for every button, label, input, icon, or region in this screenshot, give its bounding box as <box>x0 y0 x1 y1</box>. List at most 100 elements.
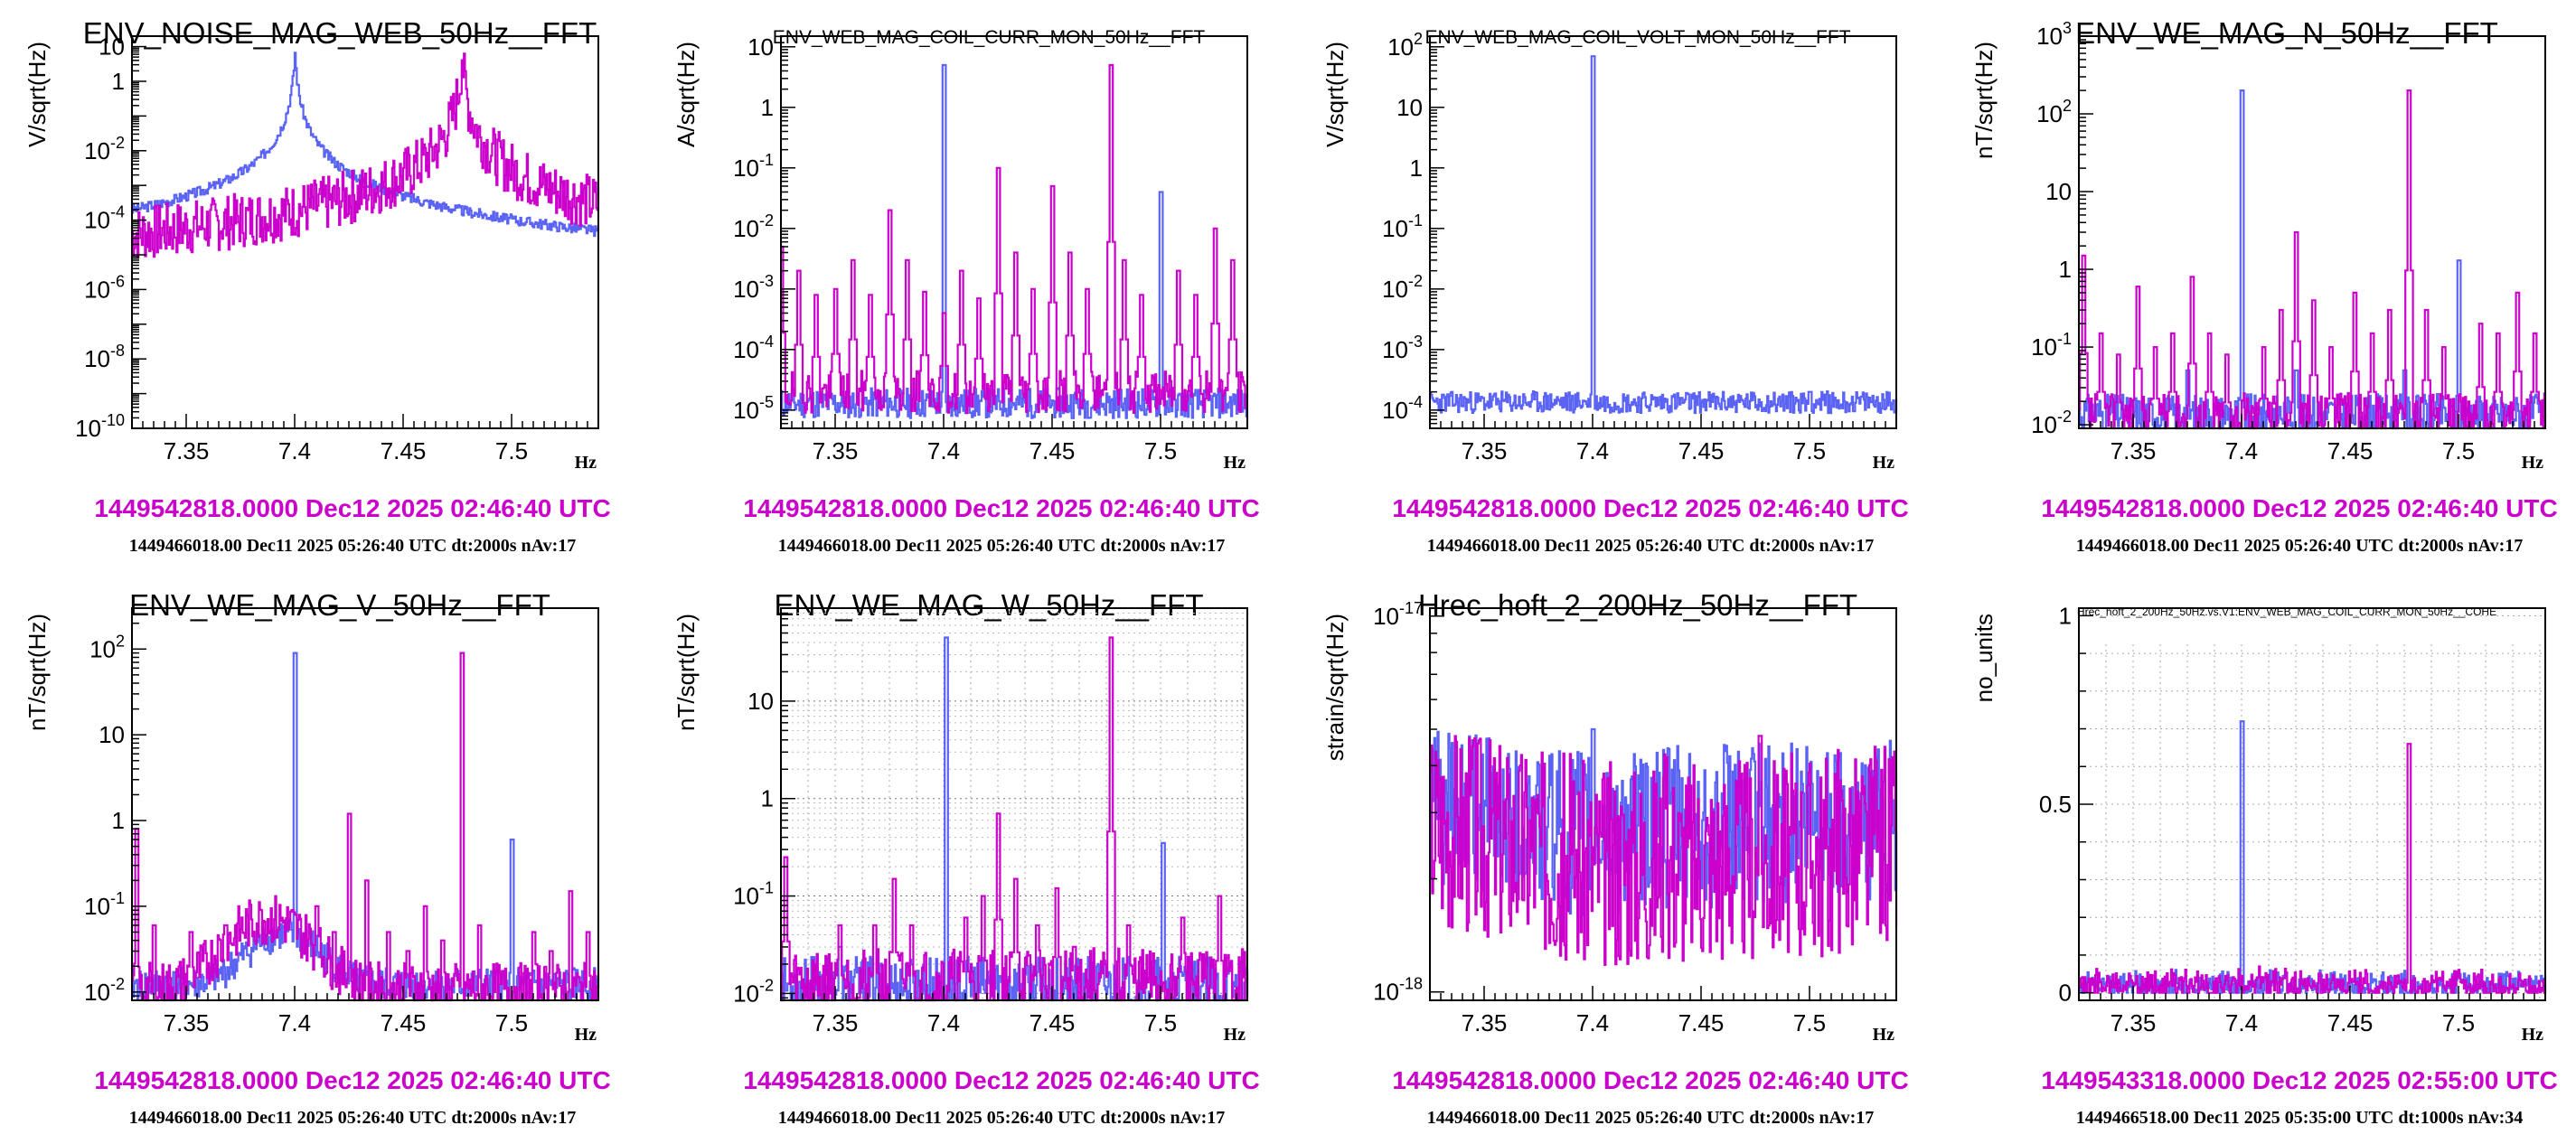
y-axis-label: nT/sqrt(Hz) <box>672 614 700 731</box>
series-current-line <box>2079 89 2547 430</box>
y-axis-label: A/sqrt(Hz) <box>672 42 700 147</box>
y-tick-label: 10-2 <box>84 134 125 164</box>
y-tick-label: 1 <box>2059 256 2072 283</box>
chart-title: ENV_NOISE_MAG_WEB_50Hz__FFT <box>83 16 597 50</box>
x-tick-label: 7.35 <box>813 437 859 464</box>
chart-title: ENV_WE_MAG_V_50Hz__FFT <box>129 588 550 622</box>
plot-frame <box>131 607 599 1001</box>
x-tick-label: 7.35 <box>1462 1009 1508 1036</box>
x-tick-label: 7.5 <box>1144 1009 1177 1036</box>
chart-svg: Hrec_hoft_2_200Hz_50Hz__FFT 7.35 7.4 7.45 7.… <box>1321 588 1909 1128</box>
chart-panel: ENV_NOISE_MAG_WEB_50Hz__FFT 7.35 7.4 7.45 7.… <box>0 0 644 572</box>
chart-svg: Hrec_hoft_2_200Hz_50Hz.vs.V1:ENV_WEB_MAG… <box>1970 602 2558 1128</box>
x-tick-label: 7.45 <box>381 437 427 464</box>
chart-svg: ENV_WE_MAG_V_50Hz__FFT 7.35 7.4 7.45 7.5 Hz 10… <box>24 588 611 1128</box>
x-tick-label: 7.45 <box>1678 1009 1725 1036</box>
y-tick-label: 10-2 <box>2031 408 2072 438</box>
y-tick-label: 102 <box>2036 97 2072 127</box>
chart-title: Hrec_hoft_2_200Hz_50Hz__FFT <box>1418 588 1857 622</box>
reference-info: 1449466018.00 Dec11 2025 05:26:40 UTC dt… <box>129 1108 577 1128</box>
x-axis-label: Hz <box>2522 453 2544 473</box>
chart-svg: ENV_WEB_MAG_COIL_VOLT_MON_50Hz__FFT 7.35 7… <box>1321 27 1909 556</box>
y-tick-label: 10-1 <box>84 889 125 920</box>
y-tick-label: 10 <box>1396 94 1423 121</box>
y-tick-label: 1 <box>112 68 125 95</box>
y-tick-label: 10-8 <box>84 342 125 372</box>
x-tick-label: 7.35 <box>2111 1009 2157 1036</box>
x-axis-label: Hz <box>575 1025 597 1045</box>
x-tick-label: 7.5 <box>2442 437 2475 464</box>
y-tick-label: 10-18 <box>1373 975 1423 1006</box>
y-axis-label: no_units <box>1970 614 1998 702</box>
y-tick-label: 10-4 <box>84 203 125 234</box>
y-tick-label: 0.5 <box>2039 791 2072 818</box>
series-reference-line <box>1430 55 1898 415</box>
chart-title: ENV_WE_MAG_W_50Hz__FFT <box>775 588 1204 622</box>
x-tick-label: 7.35 <box>813 1009 859 1036</box>
timestamp: 1449542818.0000 Dec12 2025 02:46:40 UTC <box>94 494 610 522</box>
chart-svg: ENV_WE_MAG_W_50Hz__FFT 7.35 7.4 7.45 7.5 Hz 10… <box>672 588 1260 1128</box>
chart-svg: ENV_NOISE_MAG_WEB_50Hz__FFT 7.35 7.4 7.45 7.… <box>24 16 611 556</box>
series-current-line <box>132 652 600 1002</box>
y-tick-label: 10-1 <box>733 879 774 910</box>
x-tick-label: 7.35 <box>164 437 210 464</box>
y-tick-label: 10-2 <box>84 975 125 1006</box>
y-tick-label: 10-5 <box>733 393 774 424</box>
chart-panel: Hrec_hoft_2_200Hz_50Hz__FFT 7.35 7.4 7.45 7.… <box>1298 572 1941 1144</box>
x-tick-label: 7.5 <box>1793 1009 1826 1036</box>
chart-panel: Hrec_hoft_2_200Hz_50Hz.vs.V1:ENV_WEB_MAG… <box>1947 572 2576 1144</box>
x-axis-label: Hz <box>1224 1025 1246 1045</box>
y-tick-label: 10-2 <box>733 211 774 242</box>
x-tick-label: 7.35 <box>2111 437 2157 464</box>
x-tick-label: 7.4 <box>2225 1009 2258 1036</box>
y-tick-label: 1 <box>1410 155 1423 182</box>
timestamp: 1449543318.0000 Dec12 2025 02:55:00 UTC <box>2041 1066 2557 1094</box>
x-tick-label: 7.35 <box>164 1009 210 1036</box>
y-axis-label: V/sqrt(Hz) <box>24 42 51 147</box>
chart-panel: ENV_WEB_MAG_COIL_VOLT_MON_50Hz__FFT 7.35 7… <box>1298 0 1941 572</box>
y-tick-label: 10 <box>99 33 125 61</box>
series-current-line <box>781 63 1249 415</box>
chart-panel: ENV_WEB_MAG_COIL_CURR_MON_50Hz__FFT 7.35 7… <box>649 0 1293 572</box>
plot-frame <box>1429 35 1897 429</box>
y-tick-label: 10 <box>2045 178 2072 205</box>
x-axis-label: Hz <box>1873 453 1895 473</box>
x-tick-label: 7.5 <box>495 437 528 464</box>
y-axis-label: V/sqrt(Hz) <box>1321 42 1349 147</box>
x-tick-label: 7.45 <box>1678 437 1725 464</box>
x-tick-label: 7.4 <box>278 437 311 464</box>
y-tick-label: 10-1 <box>2031 330 2072 361</box>
y-tick-label: 1 <box>2059 602 2072 629</box>
reference-info: 1449466018.00 Dec11 2025 05:26:40 UTC dt… <box>129 536 577 556</box>
x-tick-label: 7.35 <box>1462 437 1508 464</box>
series-reference-line <box>781 63 1249 419</box>
reference-info: 1449466018.00 Dec11 2025 05:26:40 UTC dt… <box>1427 536 1875 556</box>
y-tick-label: 10-3 <box>733 272 774 303</box>
y-axis-label: nT/sqrt(Hz) <box>1970 42 1998 159</box>
chart-title: ENV_WE_MAG_N_50Hz__FFT <box>2075 16 2498 50</box>
x-tick-label: 7.5 <box>2442 1009 2475 1036</box>
x-axis-label: Hz <box>2522 1025 2544 1045</box>
y-tick-label: 0 <box>2059 980 2072 1007</box>
y-tick-label: 1 <box>112 807 125 834</box>
plot-frame <box>1429 607 1897 1001</box>
x-tick-label: 7.5 <box>1793 437 1826 464</box>
timestamp: 1449542818.0000 Dec12 2025 02:46:40 UTC <box>743 494 1259 522</box>
x-tick-label: 7.4 <box>927 437 960 464</box>
x-tick-label: 7.4 <box>927 1009 960 1036</box>
y-tick-label: 10-2 <box>1382 272 1423 303</box>
plot-frame <box>780 607 1248 1001</box>
chart-panel: ENV_WE_MAG_W_50Hz__FFT 7.35 7.4 7.45 7.5 Hz 10… <box>649 572 1293 1144</box>
reference-info: 1449466518.00 Dec11 2025 05:35:00 UTC dt… <box>2076 1108 2524 1128</box>
y-tick-label: 10-10 <box>75 411 125 442</box>
y-tick-label: 1 <box>761 785 774 812</box>
series-current-line <box>781 636 1249 1002</box>
y-tick-label: 10-4 <box>1382 393 1423 424</box>
y-tick-label: 1 <box>761 94 774 121</box>
x-tick-label: 7.45 <box>2327 1009 2374 1036</box>
reference-info: 1449466018.00 Dec11 2025 05:26:40 UTC dt… <box>778 536 1226 556</box>
reference-info: 1449466018.00 Dec11 2025 05:26:40 UTC dt… <box>778 1108 1226 1128</box>
y-tick-label: 10 <box>747 688 774 715</box>
x-tick-label: 7.4 <box>1576 437 1609 464</box>
y-tick-label: 10-1 <box>733 151 774 182</box>
